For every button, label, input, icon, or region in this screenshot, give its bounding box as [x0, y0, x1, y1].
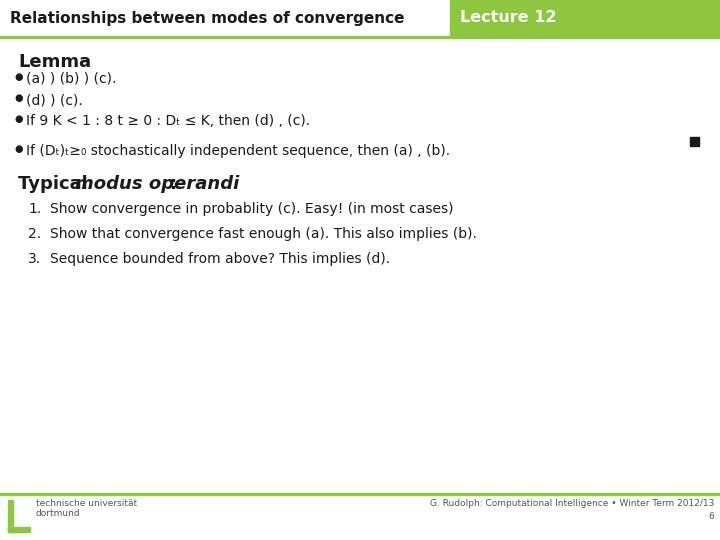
Text: Relationships between modes of convergence: Relationships between modes of convergen… [10, 10, 405, 25]
Text: Typical: Typical [18, 175, 94, 193]
Text: modus operandi: modus operandi [75, 175, 239, 193]
Text: ●: ● [14, 72, 22, 82]
Text: 1.: 1. [28, 202, 41, 216]
Text: If 9 K < 1 : 8 t ≥ 0 : Dₜ ≤ K, then (d) , (c).: If 9 K < 1 : 8 t ≥ 0 : Dₜ ≤ K, then (d) … [26, 114, 310, 128]
Bar [450, 0, 720, 36]
Text: ●: ● [14, 144, 22, 154]
Text: Sequence bounded from above? This implies (d).: Sequence bounded from above? This implie… [50, 252, 390, 266]
Bar [690, 137, 699, 146]
Text: (a) ) (b) ) (c).: (a) ) (b) ) (c). [26, 72, 117, 86]
Text: Lemma: Lemma [18, 53, 91, 71]
Text: 2.: 2. [28, 227, 41, 241]
Bar [8, 527, 30, 532]
Text: Show that convergence fast enough (a). This also implies (b).: Show that convergence fast enough (a). T… [50, 227, 477, 241]
Text: ●: ● [14, 93, 22, 103]
Bar [0, 0, 720, 3]
Text: 3.: 3. [28, 252, 41, 266]
Bar [0, 0, 720, 36]
Text: ●: ● [14, 114, 22, 124]
Text: technische universität: technische universität [36, 499, 137, 508]
Text: :: : [170, 175, 177, 193]
Text: G. Rudolph: Computational Intelligence • Winter Term 2012/13
6: G. Rudolph: Computational Intelligence •… [430, 499, 714, 521]
Text: Lecture 12: Lecture 12 [460, 10, 557, 25]
Bar [8, 500, 13, 532]
Text: (d) ) (c).: (d) ) (c). [26, 93, 83, 107]
Bar [0, 493, 720, 495]
Text: dortmund: dortmund [36, 509, 81, 518]
Text: Show convergence in probablity (c). Easy! (in most cases): Show convergence in probablity (c). Easy… [50, 202, 454, 216]
Text: If (Dₜ)ₜ≥₀ stochastically independent sequence, then (a) , (b).: If (Dₜ)ₜ≥₀ stochastically independent se… [26, 144, 450, 158]
Bar [0, 36, 720, 38]
